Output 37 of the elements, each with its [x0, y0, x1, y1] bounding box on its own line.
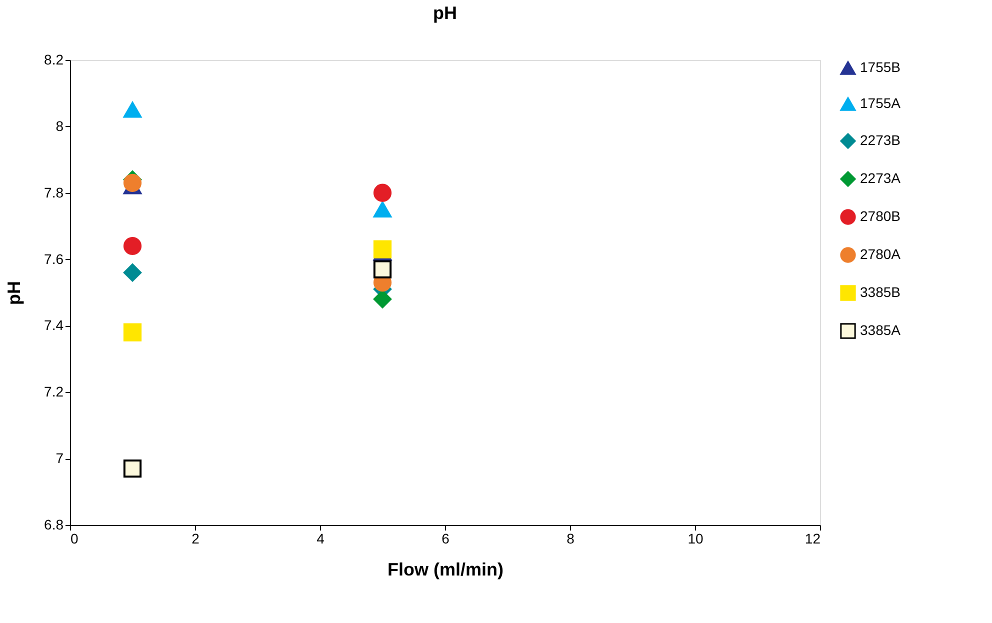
y-tick-label: 7.2 — [44, 384, 64, 400]
y-tick-label: 7.6 — [44, 250, 64, 267]
x-tick-label: 2 — [192, 530, 200, 546]
point — [373, 260, 392, 278]
x-tick-label: 4 — [316, 530, 325, 546]
point — [373, 290, 392, 308]
point — [123, 236, 142, 256]
legend-label: 2273B — [860, 132, 900, 148]
y-tick-label: 7.4 — [44, 317, 64, 334]
legend-label: 2780B — [860, 208, 900, 224]
y-tick-label: 8.2 — [44, 52, 64, 68]
chart-title: pH — [433, 3, 457, 23]
point — [123, 323, 142, 342]
y-axis-title: pH — [4, 281, 24, 305]
x-tick-label: 10 — [688, 530, 704, 546]
legend-label: 1755B — [860, 59, 900, 75]
y-tick-label: 7.8 — [44, 184, 64, 200]
point — [373, 240, 392, 258]
y-tick-label: 8 — [56, 118, 64, 134]
x-tick-label: 0 — [70, 530, 78, 546]
legend-label: 1755A — [860, 95, 902, 111]
x-tick-label: 12 — [804, 530, 821, 546]
y-tick-label: 6.8 — [44, 516, 64, 532]
x-axis-title: Flow (ml/min) — [388, 560, 504, 580]
point — [123, 102, 142, 118]
legend-label: 2273A — [860, 170, 902, 186]
point — [123, 459, 142, 478]
legend-label: 2780A — [860, 246, 902, 262]
x-tick-label: 8 — [566, 530, 575, 546]
point — [123, 174, 142, 192]
point — [123, 264, 142, 282]
y-tick-label: 7 — [56, 450, 64, 466]
legend-label: 3385B — [860, 284, 900, 300]
point — [373, 184, 392, 202]
x-tick-label: 6 — [442, 530, 450, 546]
legend-label: 3385A — [860, 322, 902, 338]
point — [373, 201, 392, 218]
